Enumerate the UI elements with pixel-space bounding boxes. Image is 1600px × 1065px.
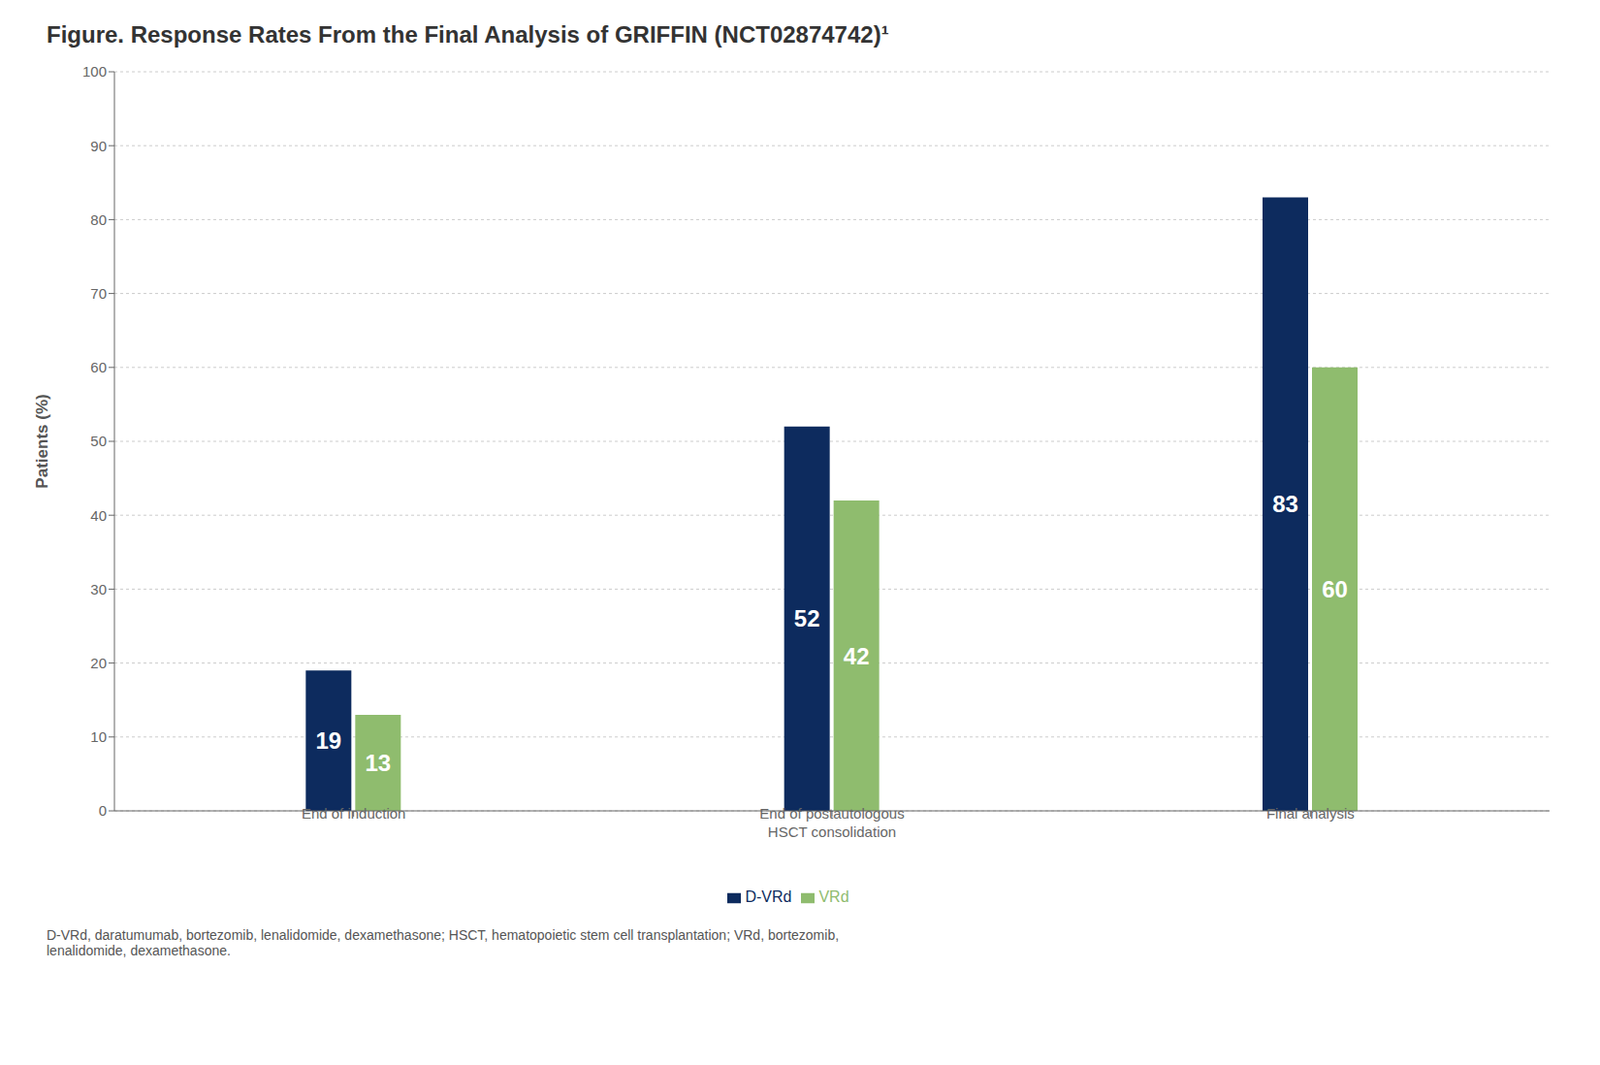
svg-text:70: 70 bbox=[90, 285, 107, 302]
svg-text:Patients (%): Patients (%) bbox=[32, 393, 52, 488]
svg-text:90: 90 bbox=[90, 137, 107, 155]
html-text:VRd: VRd bbox=[818, 888, 850, 905]
svg-text:40: 40 bbox=[90, 507, 107, 524]
svg-text:20: 20 bbox=[90, 654, 107, 672]
svg-text:60: 60 bbox=[90, 358, 107, 376]
html-text:D-VRd: D-VRd bbox=[745, 888, 792, 905]
svg-text:52: 52 bbox=[794, 605, 821, 632]
svg-text:100: 100 bbox=[82, 63, 107, 80]
svg-text:30: 30 bbox=[90, 580, 107, 598]
svg-text:13: 13 bbox=[364, 749, 391, 776]
svg-text:50: 50 bbox=[90, 432, 107, 449]
svg-text:End of induction: End of induction bbox=[301, 804, 407, 822]
svg-text:19: 19 bbox=[315, 727, 342, 754]
svg-text:0: 0 bbox=[98, 801, 107, 819]
svg-text:End of postautologousHSCT cons: End of postautologousHSCT consolidation bbox=[759, 804, 904, 840]
html-text:D-VRd, daratumumab, bortezomib: D-VRd, daratumumab, bortezomib, lenalido… bbox=[46, 927, 839, 959]
svg-text:Final analysis: Final analysis bbox=[1266, 804, 1355, 822]
svg-text:10: 10 bbox=[90, 728, 107, 745]
html-text:Figure. Response Rates From th: Figure. Response Rates From the Final An… bbox=[46, 21, 889, 48]
svg-text:60: 60 bbox=[1321, 576, 1348, 603]
svg-text:42: 42 bbox=[843, 642, 870, 670]
svg-text:80: 80 bbox=[90, 211, 107, 228]
svg-text:83: 83 bbox=[1272, 490, 1299, 517]
